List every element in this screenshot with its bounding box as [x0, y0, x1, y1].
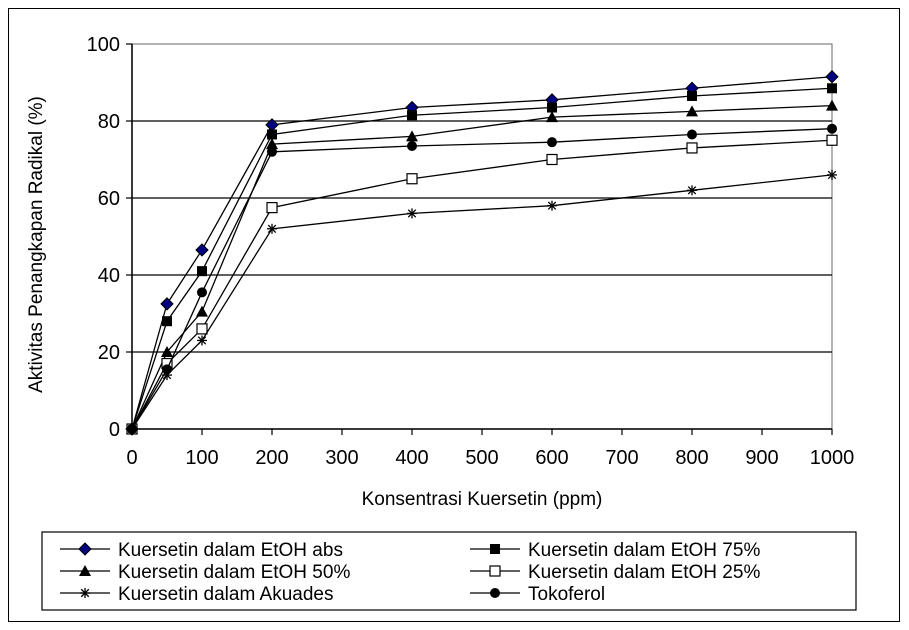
data-point [197, 287, 207, 298]
data-point [162, 364, 172, 375]
data-point [161, 346, 173, 357]
y-tick-label: 20 [98, 342, 120, 364]
data-point [546, 153, 558, 166]
data-point [827, 83, 837, 94]
data-point [825, 70, 839, 84]
star-stroke [267, 224, 277, 234]
y-tick-labels: 0 20 40 60 80 100 [87, 34, 120, 441]
legend-label: Kuersetin dalam EtOH 50% [118, 562, 350, 583]
series-line [131, 104, 833, 430]
series-2 [127, 83, 837, 434]
legend-item-6: Tokoferol [470, 584, 605, 605]
y-tick-label: 100 [87, 34, 120, 56]
legend-item-5: Kuersetin dalam Akuades [60, 584, 333, 605]
x-tick-label: 200 [255, 447, 288, 469]
data-point [160, 297, 174, 311]
legend-label: Kuersetin dalam Akuades [118, 584, 333, 605]
x-tick-label: 800 [675, 447, 708, 469]
legend-marker [489, 565, 501, 577]
legend-item-2: Kuersetin dalam EtOH 75% [470, 540, 760, 561]
star-stroke [547, 201, 557, 210]
x-tick-label: 1000 [810, 447, 855, 469]
data-point [407, 110, 417, 121]
data-point [267, 129, 277, 140]
x-tick-label: 0 [126, 447, 137, 469]
legend-marker [490, 544, 500, 554]
data-point [686, 105, 698, 117]
data-point [826, 99, 838, 111]
data-point [267, 223, 277, 234]
x-tick-label: 300 [325, 447, 358, 469]
legend-marker [78, 542, 92, 556]
data-point [686, 142, 698, 154]
star-stroke [687, 186, 697, 195]
y-axis-label: Aktivitas Penangkapan Radikal (%) [26, 96, 47, 393]
x-tick-label: 700 [605, 447, 638, 469]
series-line [131, 174, 833, 430]
series-line [131, 76, 833, 430]
legend-label: Kuersetin dalam EtOH abs [118, 540, 343, 561]
data-point [266, 202, 278, 214]
x-tick-label: 900 [745, 447, 778, 469]
series-6 [127, 123, 837, 434]
series-line [131, 87, 833, 430]
legend-label: Kuersetin dalam EtOH 25% [528, 562, 760, 583]
data-point [827, 169, 837, 180]
data-point [547, 137, 557, 148]
data-point [162, 316, 172, 327]
x-tick-label: 400 [395, 447, 428, 469]
legend-marker [490, 588, 500, 598]
legend-label: Tokoferol [528, 584, 605, 605]
data-point [547, 102, 557, 113]
data-point [127, 424, 137, 434]
star-stroke [197, 336, 207, 345]
series-5 [127, 169, 837, 434]
star-stroke [827, 170, 837, 180]
data-point [267, 146, 277, 157]
data-point [195, 243, 209, 257]
data-point [196, 323, 208, 335]
series-3 [126, 99, 838, 434]
data-point [266, 138, 278, 150]
data-point [546, 111, 558, 123]
data-point [197, 335, 207, 346]
star-stroke [407, 209, 417, 218]
legend-marker [79, 565, 91, 576]
legend-item-1: Kuersetin dalam EtOH abs [60, 540, 343, 561]
data-point [196, 305, 208, 317]
legend-marker [80, 588, 90, 598]
data-point [547, 200, 557, 211]
y-tick-label: 40 [98, 265, 120, 287]
data-point [827, 123, 837, 134]
data-point [687, 90, 697, 101]
y-tick-label: 60 [98, 188, 120, 210]
data-point [687, 185, 697, 196]
y-tick-label: 0 [109, 419, 120, 441]
star-stroke [80, 588, 90, 598]
series-line [131, 128, 833, 430]
data-point [687, 129, 697, 140]
x-tick-label: 600 [535, 447, 568, 469]
plot-area [131, 43, 833, 430]
data-point [407, 141, 417, 152]
x-axis-label: Konsentrasi Kuersetin (ppm) [362, 489, 603, 510]
legend: Kuersetin dalam EtOH abs Kuersetin dalam … [41, 531, 857, 611]
y-tick-label: 80 [98, 111, 120, 133]
legend-label: Kuersetin dalam EtOH 75% [528, 540, 760, 561]
x-tick-label: 100 [185, 447, 218, 469]
x-tick-label: 500 [465, 447, 498, 469]
data-point [826, 134, 838, 146]
legend-item-4: Kuersetin dalam EtOH 25% [470, 562, 760, 583]
data-point [197, 266, 207, 277]
x-tick-labels: 0 100 200 300 400 500 600 700 800 900 1000 [126, 447, 854, 469]
data-point [406, 173, 418, 185]
legend-box [41, 531, 857, 611]
legend-item-3: Kuersetin dalam EtOH 50% [60, 562, 350, 583]
plot-border [131, 43, 833, 430]
data-point [407, 208, 417, 219]
series-group [125, 70, 839, 436]
data-point [406, 130, 418, 142]
